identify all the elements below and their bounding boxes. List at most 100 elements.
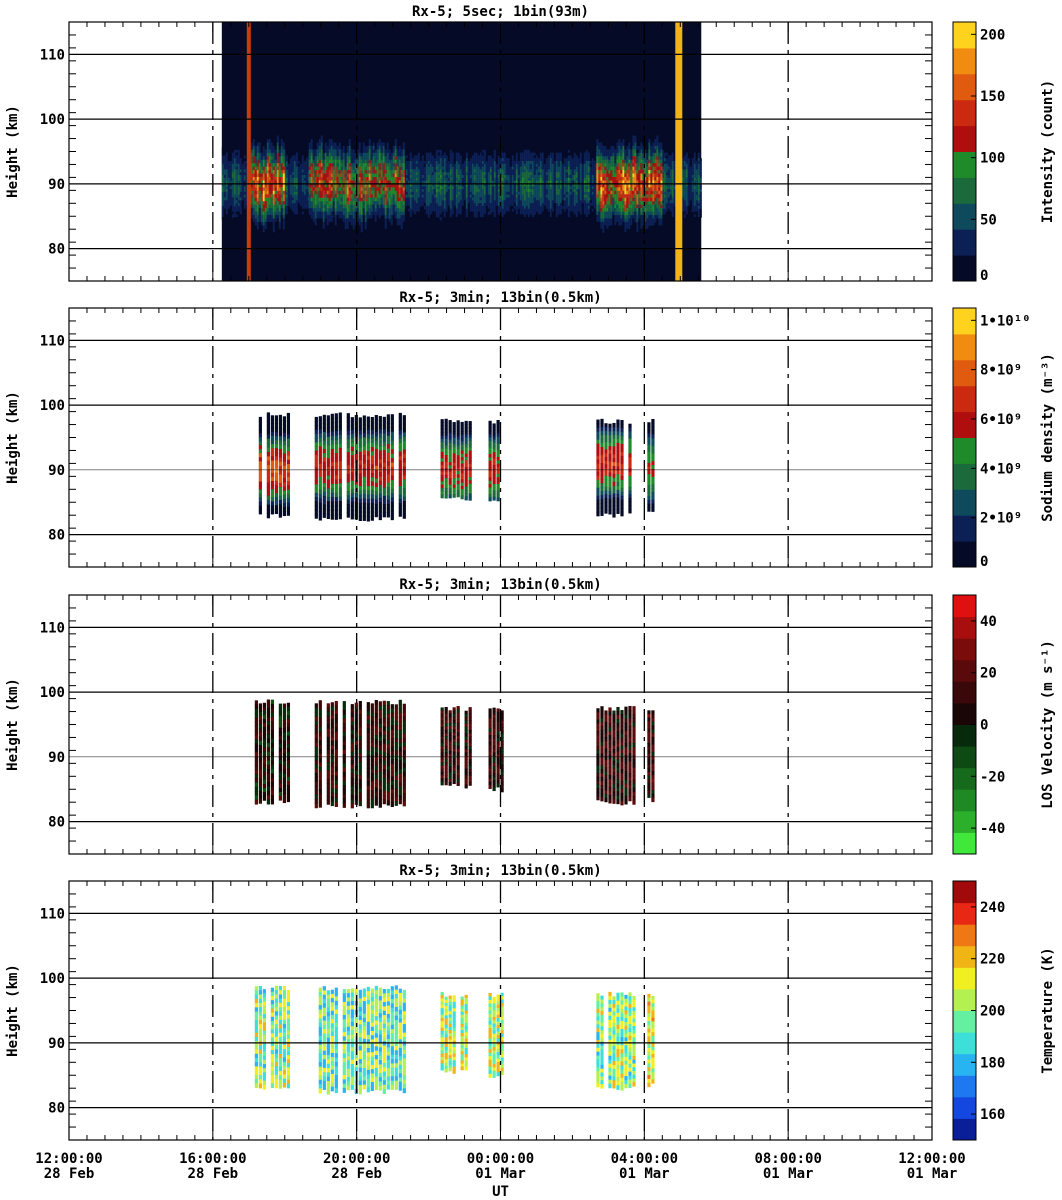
faint-column	[503, 160, 506, 165]
faint-column	[585, 177, 588, 182]
faint-column	[567, 197, 570, 201]
faint-column	[525, 208, 528, 213]
faint-column	[537, 175, 540, 179]
faint-column	[417, 160, 420, 165]
faint-column	[551, 155, 554, 159]
faint-column	[455, 205, 458, 210]
faint-column	[221, 203, 224, 207]
faint-column	[435, 208, 438, 213]
faint-column	[483, 208, 486, 213]
faint-column	[503, 203, 506, 207]
faint-column	[403, 189, 406, 193]
faint-column	[509, 200, 512, 204]
faint-column	[411, 163, 414, 168]
faint-column	[531, 200, 534, 204]
faint-column	[221, 211, 224, 215]
faint-column	[567, 189, 570, 193]
faint-column	[577, 160, 580, 165]
faint-column	[453, 205, 456, 210]
faint-column	[299, 208, 302, 213]
faint-column	[555, 149, 558, 154]
faint-column	[559, 158, 562, 162]
faint-column	[485, 200, 488, 204]
faint-column	[403, 177, 406, 182]
faint-column	[293, 191, 296, 196]
faint-column	[585, 158, 588, 162]
faint-column	[415, 149, 418, 154]
faint-column	[573, 194, 576, 199]
faint-column	[231, 180, 234, 185]
faint-column	[537, 155, 540, 159]
faint-column	[493, 194, 496, 199]
faint-column	[405, 177, 408, 182]
faint-column	[221, 191, 224, 196]
faint-column	[221, 217, 224, 221]
faint-column	[293, 166, 296, 171]
faint-column	[503, 169, 506, 173]
faint-column	[407, 191, 410, 196]
faint-column	[299, 177, 302, 182]
faint-column	[409, 183, 412, 187]
faint-column	[221, 169, 224, 173]
faint-column	[513, 175, 516, 179]
faint-column	[429, 169, 432, 173]
faint-column	[295, 189, 298, 193]
faint-column	[239, 166, 242, 171]
faint-column	[437, 197, 440, 201]
faint-column	[301, 155, 304, 159]
faint-column	[427, 191, 430, 196]
faint-column	[527, 217, 530, 221]
faint-column	[295, 197, 298, 201]
faint-column	[421, 175, 424, 179]
faint-column	[287, 163, 290, 168]
faint-column	[417, 197, 420, 201]
faint-column	[221, 208, 224, 213]
faint-column	[459, 152, 462, 156]
faint-column	[515, 175, 518, 179]
faint-column	[227, 189, 230, 193]
faint-column	[569, 175, 572, 179]
faint-column	[233, 200, 236, 204]
faint-column	[295, 200, 298, 204]
faint-column	[435, 172, 438, 176]
faint-column	[567, 169, 570, 173]
faint-column	[569, 160, 572, 165]
faint-column	[587, 172, 590, 176]
faint-column	[487, 155, 490, 159]
faint-column	[471, 197, 474, 201]
faint-column	[573, 217, 576, 221]
faint-column	[221, 158, 224, 162]
faint-column	[299, 180, 302, 185]
faint-column	[413, 197, 416, 201]
faint-column	[223, 186, 226, 190]
faint-column	[533, 194, 536, 199]
faint-column	[505, 183, 508, 187]
faint-column	[505, 163, 508, 168]
faint-column	[221, 175, 224, 179]
faint-column	[235, 158, 238, 162]
faint-column	[509, 194, 512, 199]
faint-column	[525, 200, 528, 204]
faint-column	[419, 208, 422, 213]
faint-column	[539, 211, 542, 215]
faint-column	[243, 166, 246, 171]
faint-column	[547, 186, 550, 190]
faint-column	[555, 186, 558, 190]
faint-column	[573, 149, 576, 154]
faint-column	[501, 160, 504, 165]
faint-column	[565, 189, 568, 193]
faint-column	[495, 172, 498, 176]
faint-column	[479, 172, 482, 176]
faint-column	[593, 169, 596, 173]
faint-column	[415, 203, 418, 207]
faint-column	[461, 197, 464, 201]
faint-column	[517, 172, 520, 176]
faint-column	[503, 149, 506, 154]
faint-column	[235, 189, 238, 193]
faint-column	[541, 169, 544, 173]
faint-column	[237, 205, 240, 210]
faint-column	[293, 155, 296, 159]
faint-column	[479, 189, 482, 193]
faint-column	[563, 149, 566, 154]
faint-column	[545, 205, 548, 210]
